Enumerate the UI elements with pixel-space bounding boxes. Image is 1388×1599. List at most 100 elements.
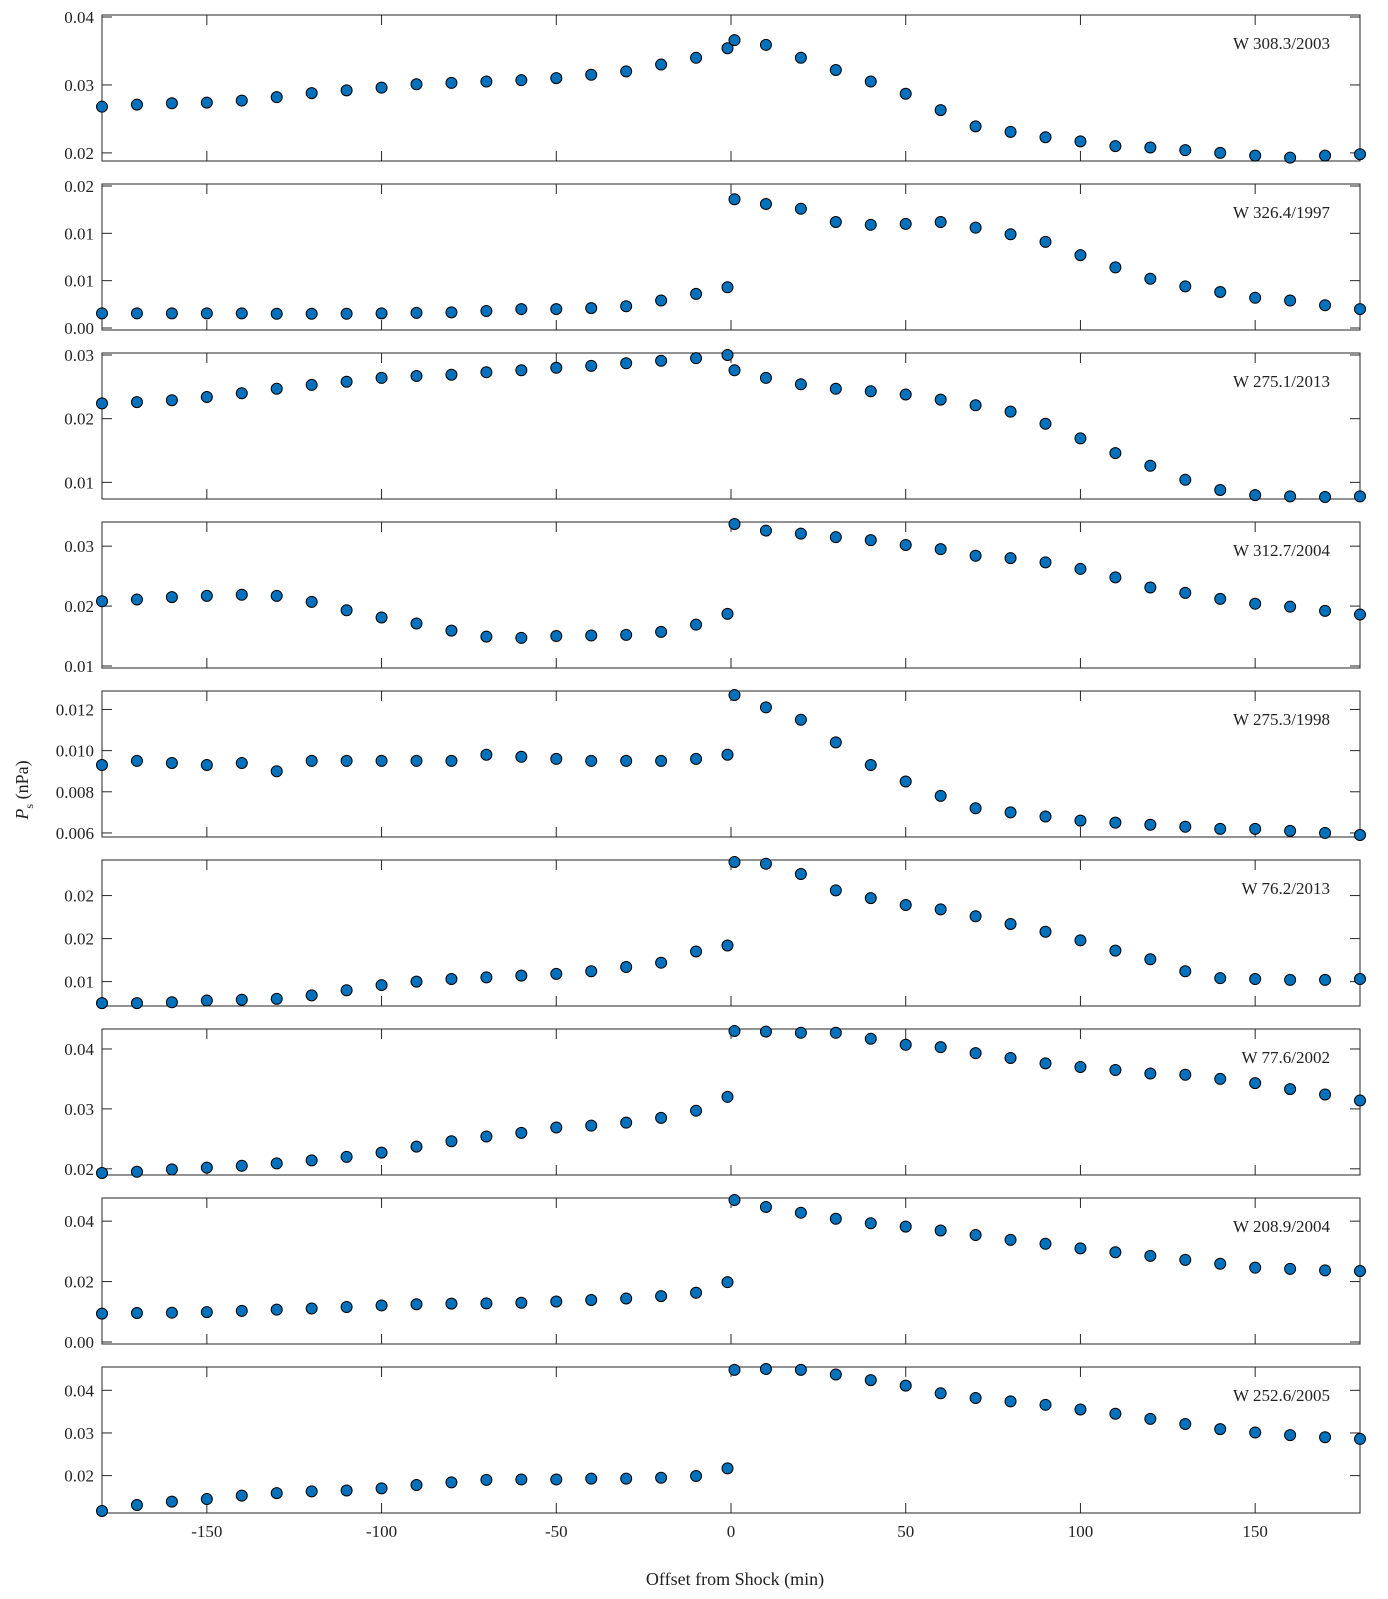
panel-2: 0.00 0.01 0.01 0.02 W 326.4/1997 xyxy=(64,177,1366,338)
data-point xyxy=(899,1038,912,1051)
panel-5: 0.006 0.008 0.010 0.012 W 275.3/1998 xyxy=(56,689,1366,843)
data-point xyxy=(200,1161,213,1174)
data-point xyxy=(1319,1431,1332,1444)
data-point xyxy=(794,713,807,726)
data-point xyxy=(270,91,283,104)
y-tick-label: 0.02 xyxy=(64,1273,94,1292)
data-point xyxy=(721,1090,734,1103)
data-point xyxy=(1109,447,1122,460)
data-point xyxy=(934,1387,947,1400)
data-point xyxy=(1144,141,1157,154)
data-point xyxy=(340,375,353,388)
data-point xyxy=(340,1300,353,1313)
x-axis-title: Offset from Shock (min) xyxy=(646,1569,824,1590)
data-point xyxy=(794,1363,807,1376)
data-point xyxy=(200,589,213,602)
y-tick-label: 0.04 xyxy=(64,1212,94,1231)
data-point xyxy=(1109,1407,1122,1420)
panel-label: W 275.3/1998 xyxy=(1233,710,1330,729)
y-tick-label: 0.00 xyxy=(64,1333,94,1352)
data-point xyxy=(585,754,598,767)
data-point xyxy=(375,754,388,767)
data-point xyxy=(1039,1237,1052,1250)
data-point xyxy=(864,1217,877,1230)
y-tick-label: 0.02 xyxy=(64,177,94,196)
data-point xyxy=(480,971,493,984)
data-point xyxy=(1039,1398,1052,1411)
data-point xyxy=(759,701,772,714)
panel-3: 0.01 0.02 0.03 W 275.1/2013 xyxy=(64,346,1366,503)
panel-6: 0.01 0.02 0.02 W 76.2/2013 xyxy=(64,856,1366,1010)
data-point xyxy=(165,591,178,604)
data-point xyxy=(759,857,772,870)
panel-8: 0.00 0.02 0.04 W 208.9/2004 xyxy=(64,1194,1366,1352)
data-point xyxy=(375,371,388,384)
data-point xyxy=(550,72,563,85)
data-point xyxy=(864,759,877,772)
data-point xyxy=(445,754,458,767)
y-tick-label: 0.01 xyxy=(64,657,94,676)
data-point xyxy=(655,1111,668,1124)
x-tick-label: 50 xyxy=(897,1522,914,1541)
panel-frame xyxy=(101,521,1361,669)
data-point xyxy=(1004,1395,1017,1408)
data-point xyxy=(620,357,633,370)
data-point xyxy=(96,1167,108,1179)
panel-label: W 77.6/2002 xyxy=(1242,1048,1330,1067)
data-point xyxy=(585,1294,598,1307)
data-point xyxy=(480,1130,493,1143)
data-point xyxy=(1319,1264,1332,1277)
data-point xyxy=(1354,1265,1366,1277)
data-point xyxy=(340,307,353,320)
data-point xyxy=(1004,1051,1017,1064)
data-point xyxy=(655,956,668,969)
data-point xyxy=(550,303,563,316)
data-point xyxy=(550,361,563,374)
data-point xyxy=(515,1126,528,1139)
data-point xyxy=(165,756,178,769)
data-point xyxy=(690,1104,703,1117)
y-tick-label: 0.02 xyxy=(64,887,94,906)
data-point xyxy=(585,965,598,978)
data-point xyxy=(585,359,598,372)
y-tick-label: 0.01 xyxy=(64,973,94,992)
data-point xyxy=(585,302,598,315)
data-point xyxy=(1214,822,1227,835)
data-point xyxy=(1074,934,1087,947)
data-point xyxy=(165,1306,178,1319)
data-point xyxy=(375,1299,388,1312)
data-point xyxy=(721,607,734,620)
data-point xyxy=(165,307,178,320)
data-point xyxy=(899,1379,912,1392)
data-point xyxy=(515,750,528,763)
data-point xyxy=(934,1041,947,1054)
data-point xyxy=(305,307,318,320)
data-point xyxy=(340,1484,353,1497)
data-point xyxy=(969,120,982,133)
data-point xyxy=(375,81,388,94)
data-point xyxy=(480,748,493,761)
data-point xyxy=(445,1476,458,1489)
data-point xyxy=(165,996,178,1009)
data-point xyxy=(130,593,143,606)
data-point xyxy=(410,617,423,630)
data-point xyxy=(728,518,741,530)
data-point xyxy=(96,397,108,410)
x-tick-label: 0 xyxy=(727,1522,736,1541)
data-point xyxy=(235,1304,248,1317)
data-point xyxy=(1179,144,1192,157)
data-point xyxy=(1249,1261,1262,1274)
data-point xyxy=(969,399,982,412)
data-point xyxy=(235,307,248,320)
data-point xyxy=(445,624,458,637)
data-point xyxy=(899,899,912,912)
y-tick-label: 0.02 xyxy=(64,410,94,429)
data-point xyxy=(1354,608,1366,621)
data-point xyxy=(728,689,741,702)
data-point xyxy=(445,1135,458,1148)
data-point xyxy=(728,1025,741,1037)
data-point xyxy=(235,993,248,1006)
data-point xyxy=(480,75,493,88)
data-point xyxy=(410,1478,423,1491)
